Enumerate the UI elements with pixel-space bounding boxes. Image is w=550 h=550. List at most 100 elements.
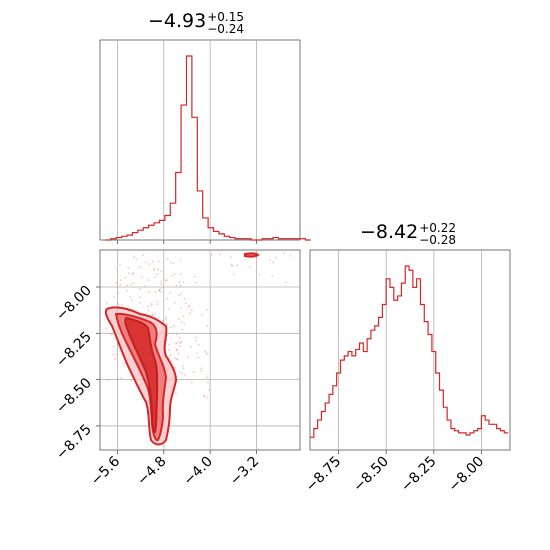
scatter-point — [107, 378, 109, 381]
scatter-point — [115, 353, 118, 356]
joint-y-tick-label: −8.50 — [53, 375, 95, 417]
scatter-point — [179, 342, 182, 345]
scatter-point — [166, 322, 168, 325]
p1-median: −4.93 — [148, 10, 207, 32]
marginal-p2-title: −8.42 +0.22 −0.28 — [360, 221, 456, 246]
scatter-point — [114, 358, 116, 361]
scatter-point — [157, 303, 159, 305]
scatter-point — [150, 304, 153, 306]
scatter-point — [159, 288, 161, 290]
scatter-point — [127, 272, 130, 275]
scatter-point — [168, 343, 170, 346]
scatter-point — [158, 289, 160, 292]
scatter-point — [182, 280, 185, 283]
scatter-point — [205, 352, 207, 354]
scatter-point — [191, 381, 193, 384]
scatter-point — [184, 302, 187, 305]
scatter-point — [153, 267, 156, 270]
scatter-point — [181, 328, 183, 331]
scatter-point — [153, 269, 155, 271]
scatter-point — [179, 371, 181, 373]
scatter-point — [139, 301, 141, 304]
scatter-point — [157, 260, 160, 262]
scatter-point — [175, 284, 177, 287]
scatter-point — [189, 312, 191, 315]
scatter-point — [285, 281, 288, 283]
scatter-point — [178, 336, 181, 339]
scatter-point — [289, 254, 292, 257]
scatter-point — [206, 396, 208, 399]
marginal-p1-frame — [99, 39, 301, 241]
scatter-point — [106, 302, 108, 304]
scatter-point — [178, 318, 180, 320]
scatter-point — [230, 256, 233, 259]
scatter-point — [144, 261, 147, 264]
scatter-point — [126, 284, 128, 287]
scatter-point — [129, 296, 132, 298]
scatter-point — [172, 366, 175, 369]
scatter-point — [183, 322, 186, 325]
scatter-point — [160, 283, 163, 285]
scatter-point — [175, 333, 178, 335]
scatter-point — [151, 313, 154, 316]
hist2-layer-step — [310, 265, 509, 438]
scatter-point — [109, 333, 112, 336]
scatter-point — [150, 302, 153, 305]
scatter-point — [139, 296, 141, 299]
scatter-point — [188, 304, 191, 307]
scatter-point — [271, 275, 274, 277]
scatter-point — [143, 285, 146, 288]
scatter-point — [178, 281, 181, 283]
scatter-point — [193, 275, 196, 278]
scatter-point — [177, 294, 180, 296]
scatter-point — [119, 283, 122, 286]
scatter-point — [173, 302, 176, 304]
scatter-point — [174, 392, 177, 394]
scatter-point — [173, 324, 176, 327]
scatter-point — [135, 258, 138, 261]
scatter-point — [176, 380, 179, 382]
hist1-layer-step — [105, 55, 311, 241]
scatter-point — [112, 345, 115, 348]
scatter-point — [170, 360, 173, 363]
scatter-point — [230, 264, 233, 266]
p1-lower-err: −0.24 — [207, 21, 245, 36]
scatter-point — [117, 291, 120, 294]
scatter-point — [206, 353, 209, 356]
scatter-point — [131, 273, 134, 276]
scatter-point — [184, 374, 186, 376]
scatter-point — [147, 305, 150, 308]
p2-x-tick-label: −8.00 — [446, 454, 488, 496]
scatter-point — [120, 376, 123, 379]
scatter-point — [206, 325, 209, 327]
scatter-point — [177, 358, 179, 361]
scatter-point — [161, 319, 164, 322]
scatter-point — [180, 284, 182, 287]
scatter-point — [180, 293, 182, 296]
scatter-point — [180, 321, 183, 323]
joint-x-tick-label: −4.0 — [181, 454, 216, 489]
scatter-point — [203, 394, 205, 397]
joint-frame — [99, 249, 301, 451]
marginal-p1-title: −4.93 +0.15 −0.24 — [148, 10, 244, 35]
scatter-point — [178, 341, 181, 343]
marginal-p2-frame — [309, 249, 511, 451]
scatter-point — [195, 339, 197, 342]
scatter-point — [133, 256, 136, 258]
scatter-point — [131, 299, 133, 302]
scatter-point — [232, 273, 235, 276]
scatter-point — [200, 370, 202, 372]
p2-x-tick-label: −8.25 — [398, 454, 440, 496]
scatter-point — [200, 367, 203, 370]
scatter-point — [116, 343, 119, 346]
joint-y-tick-label: −8.75 — [53, 421, 95, 463]
scatter-point — [272, 261, 275, 264]
scatter-point — [183, 298, 186, 300]
contour-secondary — [244, 252, 260, 258]
p2-x-tick-label: −8.75 — [303, 454, 345, 496]
scatter-point — [112, 353, 114, 356]
scatter-point — [156, 273, 159, 275]
scatter-point — [187, 306, 190, 309]
scatter-point — [182, 367, 185, 370]
